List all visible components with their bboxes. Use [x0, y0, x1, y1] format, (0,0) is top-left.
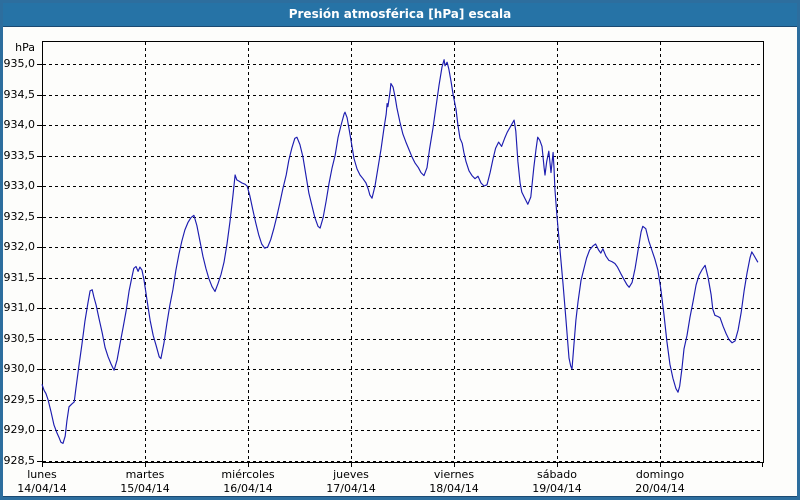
plot-border	[42, 41, 764, 463]
day-name: jueves	[333, 468, 369, 481]
pressure-plot	[37, 41, 764, 467]
day-date: 15/04/14	[120, 482, 170, 495]
day-name: martes	[125, 468, 165, 481]
y-tick-label: 934,0	[3, 118, 36, 131]
y-tick-label: 933,0	[3, 179, 36, 192]
x-day-label: miércoles 16/04/14	[221, 468, 274, 496]
chart-region: hPa 935,0 934,5 934,0 933,5 933,0 932,5 932,0 9…	[3, 27, 797, 497]
y-tick-label: 931,5	[3, 270, 36, 284]
y-axis-unit-label: hPa	[15, 41, 35, 54]
day-name: miércoles	[221, 468, 275, 481]
y-tick-label: 935,0	[3, 57, 36, 70]
y-tick-label: 932,0	[3, 240, 36, 253]
day-name: sábado	[537, 468, 577, 481]
x-day-label: lunes 14/04/14	[17, 468, 66, 496]
title-bar: Presión atmosférica [hPa] escala	[3, 3, 797, 27]
day-name: lunes	[27, 468, 57, 481]
day-date: 18/04/14	[429, 482, 479, 495]
y-tick-label: 934,5	[3, 87, 36, 101]
y-tick-label: 929,5	[3, 392, 36, 406]
y-tick-label: 928,5	[3, 453, 36, 467]
x-day-label: viernes 18/04/14	[429, 468, 478, 496]
y-tick-label: 930,5	[3, 331, 36, 345]
y-tick-label: 932,5	[3, 209, 36, 223]
x-day-label: jueves 17/04/14	[326, 468, 375, 496]
x-day-label: sábado 19/04/14	[532, 468, 581, 496]
frame-bottom-line	[3, 496, 797, 497]
day-date: 19/04/14	[532, 482, 582, 495]
day-date: 20/04/14	[635, 482, 685, 495]
y-tick-label: 931,0	[3, 301, 36, 314]
day-date: 14/04/14	[17, 482, 67, 495]
x-axis-day-labels: lunes 14/04/14 martes 15/04/14 miércoles 16/0…	[3, 468, 797, 497]
day-date: 16/04/14	[223, 482, 273, 495]
day-name: viernes	[433, 468, 475, 481]
day-name: domingo	[635, 468, 685, 481]
y-tick-label: 929,0	[3, 423, 36, 436]
y-tick-label: 930,0	[3, 362, 36, 375]
y-tick-label: 933,5	[3, 148, 36, 162]
x-day-label: martes 15/04/14	[120, 468, 169, 496]
x-day-label: domingo 20/04/14	[635, 468, 684, 496]
chart-title: Presión atmosférica [hPa] escala	[288, 7, 512, 21]
day-date: 17/04/14	[326, 482, 376, 495]
pressure-line	[41, 59, 759, 444]
